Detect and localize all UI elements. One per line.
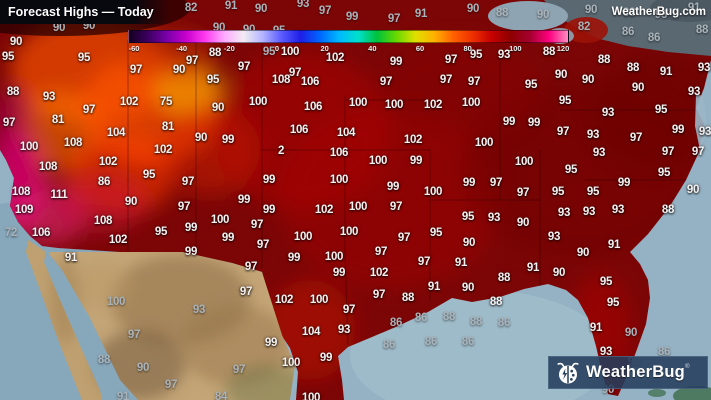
temperature-scale-gradient — [128, 30, 569, 43]
scale-tick: 80 — [463, 44, 472, 53]
temperature-scale-ticks: -60 -40 -20 0 20 40 60 80 100 120 — [128, 43, 570, 53]
temperature-scale: -60 -40 -20 0 20 40 60 80 100 120 — [128, 30, 569, 54]
scale-tick: -60 — [128, 44, 140, 53]
registered-mark: ® — [684, 363, 690, 370]
scale-tick: 40 — [368, 44, 377, 53]
canada-shading — [650, 0, 711, 22]
scale-tick: 20 — [320, 44, 329, 53]
map-title-bar: Forecast Highs — Today — [0, 0, 172, 24]
island-land — [673, 386, 711, 400]
ladybug-icon — [557, 362, 579, 383]
terrain-texture — [50, 255, 295, 400]
scale-tick: -20 — [223, 44, 235, 53]
scale-tick: 0 — [274, 44, 280, 53]
chesapeake-bay — [695, 94, 707, 150]
great-lake — [488, 1, 568, 31]
scale-tick: -40 — [176, 44, 188, 53]
scale-tick: 100 — [509, 44, 522, 53]
weatherbug-logo[interactable]: WeatherBug ® — [548, 356, 708, 389]
scale-tick: 60 — [415, 44, 425, 53]
site-link[interactable]: WeatherBug.com — [611, 6, 706, 18]
page-title: Forecast Highs — Today — [8, 5, 154, 19]
state-borders — [127, 40, 700, 346]
brand-name: WeatherBug — [586, 363, 685, 381]
red-patch-canada — [564, 17, 608, 43]
island-small — [648, 389, 666, 397]
scale-tick: 120 — [556, 44, 570, 53]
